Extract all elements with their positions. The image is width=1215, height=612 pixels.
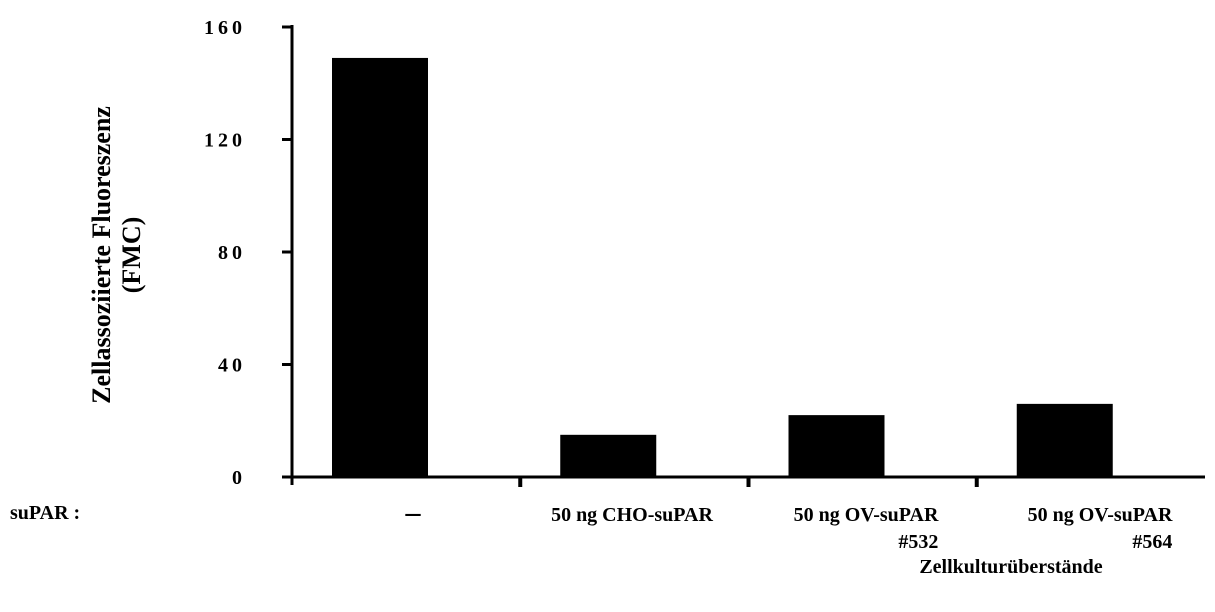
y-axis-title-line-1: Zellassoziierte Fluoreszenz (87, 106, 116, 404)
x-category-label-line: #532 (898, 531, 939, 553)
y-tick-label: 80 (218, 242, 246, 264)
y-tick-labels: 0 40 80 120 160 (204, 17, 246, 489)
bar (332, 57, 428, 477)
x-category-label-line: 50 ng CHO-suPAR (551, 504, 713, 526)
chart-bars (332, 57, 1113, 477)
bar (1016, 403, 1113, 477)
y-tick-label: 40 (218, 355, 246, 377)
y-tick-label: 0 (232, 467, 246, 489)
row-label-supar: suPAR : (10, 502, 81, 524)
x-category-label-line: 50 ng OV-suPAR (1027, 504, 1173, 526)
x-category-label: – (405, 496, 421, 529)
bar (560, 434, 657, 477)
bar (788, 415, 885, 477)
x-category-label-line: 50 ng OV-suPAR (793, 504, 939, 526)
y-tick-label: 160 (204, 17, 246, 39)
group-label: Zellkulturüberstände (919, 556, 1103, 578)
y-tick-label: 120 (204, 130, 246, 152)
y-axis-title-line-2: (FMC) (117, 216, 146, 294)
x-category-label: 50 ng CHO-suPAR (551, 502, 713, 529)
x-category-label-line: – (405, 496, 421, 529)
x-category-label-line: #564 (1132, 531, 1173, 553)
x-category-label: 50 ng OV-suPAR #564 (1028, 502, 1173, 556)
x-category-label: 50 ng OV-suPAR #532 (794, 502, 939, 556)
